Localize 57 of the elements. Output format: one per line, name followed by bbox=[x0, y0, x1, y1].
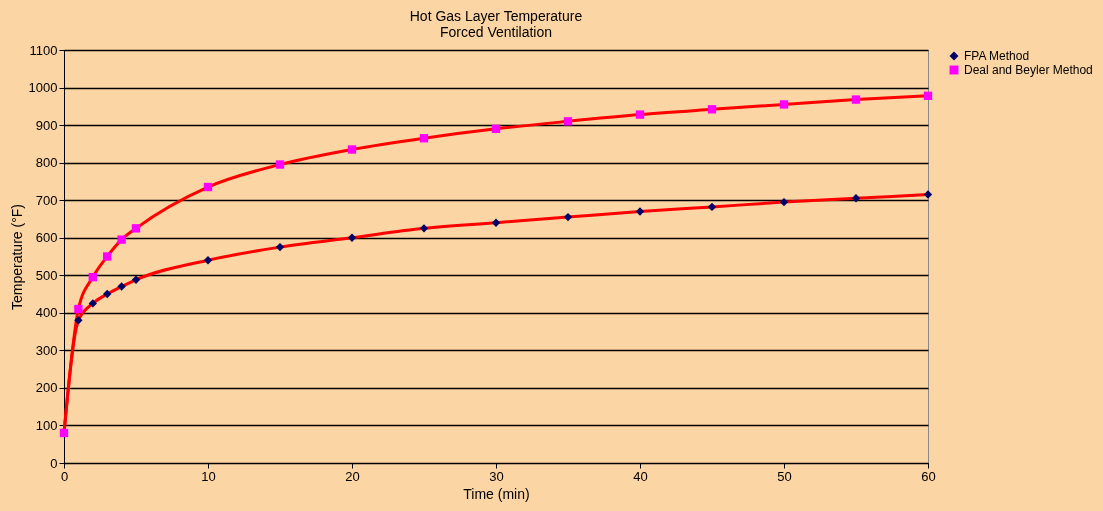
y-tick-label: 1000 bbox=[28, 80, 58, 96]
point bbox=[635, 207, 645, 216]
point bbox=[923, 91, 933, 100]
y-tick-label: 1100 bbox=[29, 42, 58, 58]
y-tick-label: 0 bbox=[50, 455, 58, 471]
point bbox=[491, 124, 501, 134]
legend-label: Deal and Beyler Method bbox=[964, 63, 1093, 77]
point bbox=[347, 233, 357, 242]
point bbox=[131, 275, 141, 284]
point bbox=[275, 160, 285, 169]
y-axis-title: Temperature (°F) bbox=[8, 204, 25, 310]
x-tick-label: 0 bbox=[60, 468, 69, 484]
point bbox=[275, 242, 285, 252]
point bbox=[851, 95, 861, 104]
text: Hot Gas Layer Temperature bbox=[409, 8, 583, 24]
point bbox=[923, 190, 933, 199]
point bbox=[117, 282, 126, 291]
point bbox=[88, 299, 97, 308]
x-axis-title: Time (min) bbox=[463, 485, 530, 502]
point bbox=[563, 212, 573, 222]
point bbox=[347, 145, 357, 154]
y-tick-label: 400 bbox=[35, 305, 58, 321]
point bbox=[419, 224, 429, 233]
point bbox=[131, 224, 141, 233]
point bbox=[419, 134, 429, 143]
y-tick-label: 700 bbox=[35, 192, 58, 208]
point bbox=[103, 252, 112, 261]
x-tick-label: 20 bbox=[345, 468, 360, 484]
y-tick-label: 900 bbox=[35, 117, 58, 133]
point bbox=[203, 182, 213, 192]
y-tick-label: 300 bbox=[35, 342, 58, 358]
point bbox=[88, 272, 97, 282]
point bbox=[74, 316, 83, 325]
point bbox=[491, 218, 501, 227]
y-tick-label: 200 bbox=[35, 380, 58, 396]
point bbox=[779, 197, 789, 207]
x-tick-label: 30 bbox=[489, 468, 504, 484]
point bbox=[117, 235, 126, 244]
y-tick-label: 600 bbox=[35, 230, 58, 246]
point bbox=[563, 117, 573, 126]
x-tick-label: 50 bbox=[777, 468, 792, 484]
x-tick-label: 40 bbox=[633, 468, 648, 484]
point bbox=[74, 304, 83, 314]
point bbox=[103, 289, 112, 299]
point bbox=[203, 256, 213, 265]
x-tick-label: 10 bbox=[201, 468, 216, 484]
point bbox=[707, 202, 717, 212]
point bbox=[851, 194, 861, 203]
y-tick-label: 100 bbox=[35, 417, 58, 433]
legend-label: FPA Method bbox=[964, 49, 1030, 63]
y-tick-label: 500 bbox=[35, 267, 58, 283]
text: Forced Ventilation bbox=[439, 24, 553, 40]
point bbox=[635, 110, 645, 119]
point bbox=[779, 100, 789, 109]
x-tick-label: 60 bbox=[921, 468, 936, 484]
y-tick-label: 800 bbox=[35, 155, 58, 171]
point bbox=[707, 105, 717, 114]
